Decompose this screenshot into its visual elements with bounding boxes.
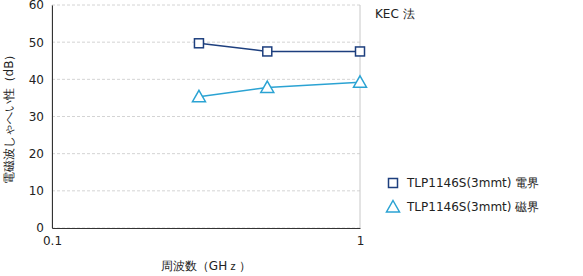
- tick-label: 60: [29, 0, 44, 12]
- legend-label: TLP1146S(3mmt) 電界: [406, 176, 539, 190]
- tick-label: 50: [29, 36, 44, 50]
- tick-label: 30: [29, 110, 44, 124]
- tick: 50: [29, 36, 52, 50]
- grid-line-x: [360, 5, 361, 228]
- legend-label: TLP1146S(3mmt) 磁界: [406, 200, 539, 214]
- tick-label: 10: [29, 184, 44, 198]
- y-axis: 0102030405060: [29, 0, 53, 235]
- annotation: KEC 法: [375, 7, 415, 21]
- series-line: [199, 82, 360, 96]
- tick: 60: [29, 0, 52, 12]
- tick-label: 40: [29, 73, 44, 87]
- legend-marker: [389, 179, 398, 188]
- tick: 20: [29, 147, 52, 161]
- tick: 10: [29, 184, 52, 198]
- series-marker: [194, 39, 203, 48]
- grid-line-y: [52, 79, 360, 80]
- grid-line-y: [52, 42, 360, 43]
- tick: 40: [29, 73, 52, 87]
- series-marker: [261, 81, 274, 92]
- grid-line-y: [52, 153, 360, 154]
- grid: [52, 5, 360, 228]
- x-axis-title: 周波数（GHｚ）: [161, 259, 251, 273]
- series-marker: [354, 76, 367, 87]
- grid-line-x: [52, 5, 53, 228]
- grid-line-y: [52, 5, 360, 6]
- axis-line: [52, 6, 53, 229]
- grid-line-y: [52, 116, 360, 117]
- grid-line-y: [52, 190, 360, 191]
- tick: 30: [29, 110, 52, 124]
- tick: 1: [357, 228, 365, 248]
- series-marker: [263, 47, 272, 56]
- y-axis-title: 電磁波しゃへい性（dB）: [2, 49, 16, 185]
- legend: TLP1146S(3mmt) 電界 TLP1146S(3mmt) 磁界: [387, 176, 540, 214]
- x-axis: 0.11: [43, 228, 364, 248]
- series-marker: [192, 90, 205, 101]
- grid-line-y: [52, 228, 360, 229]
- legend-marker: [387, 201, 400, 212]
- tick: 0.1: [43, 228, 62, 248]
- legend-item: TLP1146S(3mmt) 磁界: [387, 200, 540, 214]
- legend-item: TLP1146S(3mmt) 電界: [389, 176, 540, 190]
- tick-label: 0.1: [43, 234, 62, 248]
- tick-label: 1: [357, 234, 365, 248]
- tick-label: 20: [29, 147, 44, 161]
- series-line: [199, 43, 360, 51]
- axis-line: [53, 228, 361, 229]
- plot-area: [192, 39, 366, 102]
- series-marker: [356, 47, 365, 56]
- chart: 01020304050600.11周波数（GHｚ）電磁波しゃへい性（dB）KEC…: [0, 0, 583, 276]
